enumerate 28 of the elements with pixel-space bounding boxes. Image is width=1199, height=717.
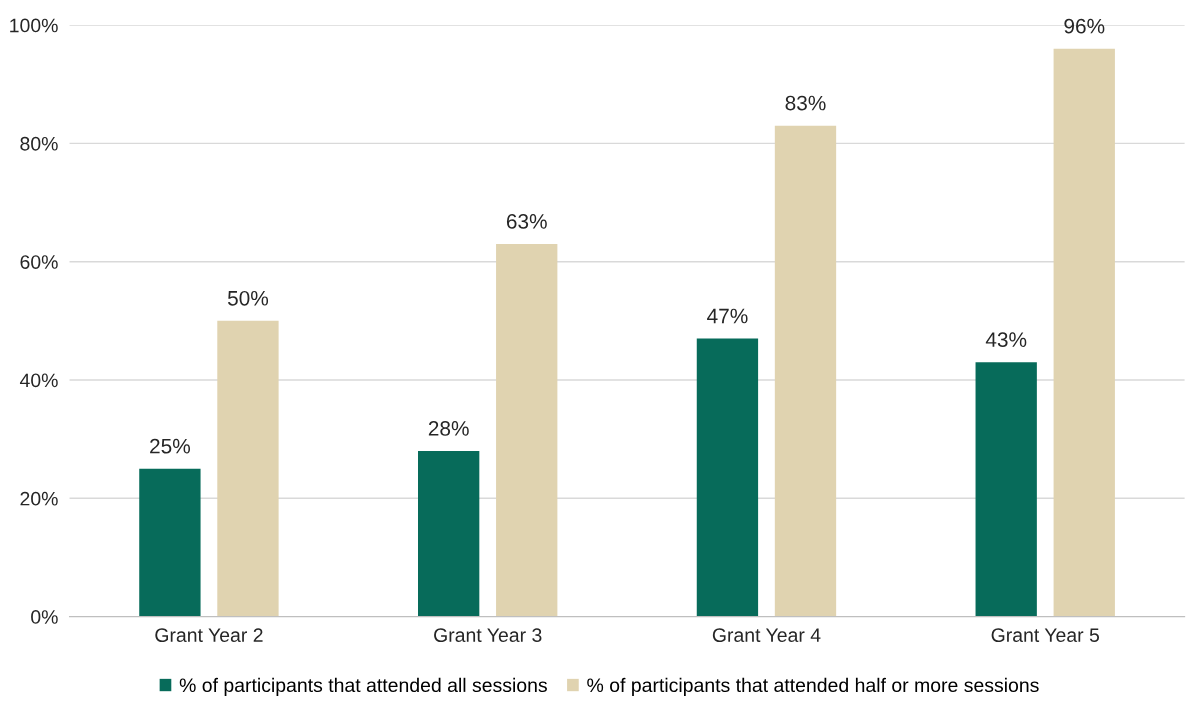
- legend-label: % of participants that attended all sessions: [179, 677, 547, 696]
- y-tick-label: 0%: [31, 610, 58, 624]
- legend-label: % of participants that attended half or more sessions: [587, 677, 1039, 696]
- bar: [139, 468, 201, 617]
- y-tick-label: 40%: [19, 373, 58, 388]
- data-label: 83%: [785, 95, 826, 111]
- data-label: 47%: [707, 308, 748, 324]
- data-label: 28%: [428, 421, 469, 436]
- bar: [418, 450, 480, 617]
- data-label: 50%: [227, 290, 269, 306]
- bar: [774, 125, 837, 617]
- bar: [1053, 48, 1115, 617]
- data-label: 63%: [506, 213, 547, 229]
- x-tick-label: Grant Year 4: [712, 628, 821, 643]
- x-tick-label: Grant Year 5: [991, 628, 1100, 643]
- bar: [217, 320, 279, 617]
- x-tick-label: Grant Year 2: [155, 628, 263, 643]
- y-tick-label: 60%: [20, 255, 58, 269]
- data-label: 96%: [1064, 18, 1105, 34]
- bar: [496, 243, 558, 617]
- y-tick-label: 100%: [10, 18, 58, 33]
- x-tick-label: Grant Year 3: [434, 628, 542, 643]
- y-tick-label: 80%: [20, 136, 58, 151]
- bar: [696, 338, 759, 617]
- data-label: 25%: [150, 438, 191, 454]
- data-label: 43%: [985, 332, 1027, 348]
- y-tick-label: 20%: [20, 491, 58, 506]
- bar: [975, 362, 1037, 617]
